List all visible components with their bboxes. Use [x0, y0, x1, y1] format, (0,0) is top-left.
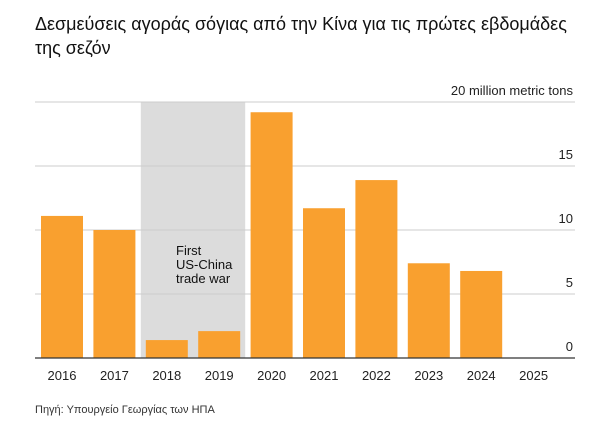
- x-tick-label-2022: 2022: [362, 368, 391, 383]
- bar-2024: [460, 270, 503, 358]
- bar-2021: [303, 208, 345, 358]
- x-tick-label-2025: 2025: [519, 368, 548, 383]
- chart-title: Δεσμεύσεις αγοράς σόγιας από την Κίνα γι…: [35, 14, 567, 58]
- x-tick-label-2020: 2020: [257, 368, 286, 383]
- y-tick-label-5: 5: [566, 275, 573, 290]
- bar-2016: [41, 215, 83, 358]
- y-tick-label-15: 15: [559, 147, 573, 162]
- x-tick-label-2023: 2023: [414, 368, 443, 383]
- trade-war-annotation-line-2: US-China: [176, 257, 233, 272]
- bar-2018: [145, 340, 188, 358]
- source-note: Πηγή: Υπουργείο Γεωργίας των ΗΠΑ: [35, 404, 215, 416]
- x-tick-label-2016: 2016: [48, 368, 77, 383]
- bar-2017: [93, 230, 136, 358]
- bar-2019: [198, 331, 241, 358]
- bar-2020: [250, 112, 293, 359]
- x-tick-label-2024: 2024: [467, 368, 496, 383]
- x-tick-label-2017: 2017: [100, 368, 129, 383]
- x-tick-label-2019: 2019: [205, 368, 234, 383]
- bar-2023: [407, 263, 450, 358]
- y-tick-label-20: 20 million metric tons: [451, 83, 574, 98]
- x-tick-label-2018: 2018: [152, 368, 181, 383]
- y-tick-label-0: 0: [566, 339, 573, 354]
- y-tick-label-10: 10: [559, 211, 573, 226]
- trade-war-annotation-line-3: trade war: [176, 271, 231, 286]
- trade-war-annotation-line-1: First: [176, 243, 202, 258]
- x-tick-label-2021: 2021: [310, 368, 339, 383]
- bar-2022: [355, 180, 398, 358]
